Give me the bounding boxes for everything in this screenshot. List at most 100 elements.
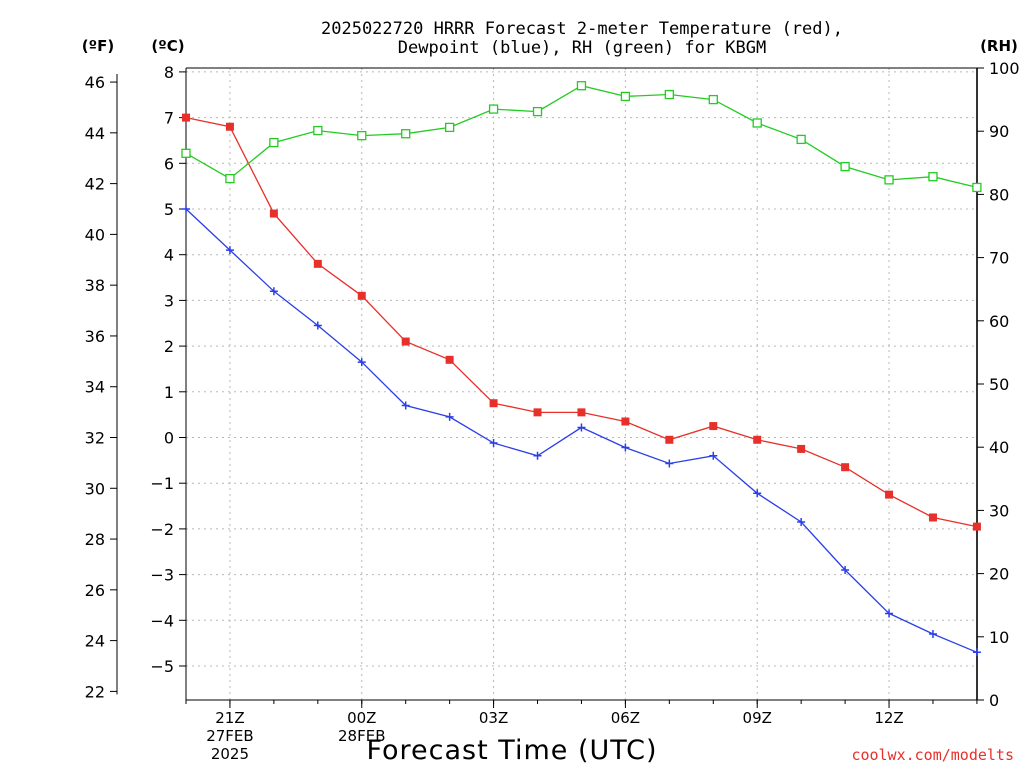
rh-tick-label: 90: [989, 122, 1009, 141]
temperature-point: [401, 337, 410, 346]
dewpoint-point: [928, 630, 937, 639]
celsius-unit-label: (ºC): [151, 37, 184, 55]
temperature-point: [533, 408, 542, 417]
fahrenheit-tick-label: 44: [85, 124, 105, 143]
rh-point: [444, 122, 455, 133]
rh-point: [884, 175, 894, 185]
fahrenheit-tick-label: 28: [85, 530, 105, 549]
rh-point: [576, 81, 587, 91]
fahrenheit-tick-label: 34: [85, 378, 105, 397]
temperature-point: [665, 435, 674, 444]
rh-point: [313, 125, 323, 136]
fahrenheit-tick-label: 26: [85, 581, 105, 600]
dewpoint-point: [401, 401, 410, 410]
rh-tick-label: 10: [989, 628, 1009, 647]
rh-tick-label: 60: [989, 312, 1009, 331]
temperature-point: [357, 291, 366, 300]
dewpoint-point: [753, 489, 762, 498]
rh-point: [488, 104, 499, 114]
rh-point: [664, 89, 674, 100]
temperature-point: [445, 355, 454, 364]
dewpoint-point: [313, 321, 322, 330]
rh-tick-label: 30: [989, 501, 1009, 520]
temperature-point: [577, 408, 586, 417]
rh-tick-label: 100: [989, 59, 1020, 78]
celsius-tick-label: 3: [164, 291, 174, 310]
credit-text: coolwx.com/modelts: [851, 746, 1014, 764]
x-axis-title: Forecast Time (UTC): [366, 735, 657, 766]
celsius-tick-label: 6: [164, 154, 174, 173]
x-tick-label: 00Z: [347, 709, 376, 727]
dewpoint-point: [621, 443, 630, 452]
rh-tick-label: 70: [989, 249, 1009, 268]
temperature-point: [972, 522, 981, 531]
temperature-point: [489, 399, 498, 408]
fahrenheit-tick-label: 46: [85, 73, 105, 92]
x-tick-label: 09Z: [743, 709, 772, 727]
dewpoint-point: [577, 423, 586, 432]
rh-tick-label: 20: [989, 565, 1009, 584]
celsius-tick-label: −1: [150, 474, 174, 493]
chart-title-line-1: 2025022720 HRRR Forecast 2-meter Tempera…: [321, 19, 843, 39]
dewpoint-point: [357, 358, 366, 367]
dewpoint-point: [972, 648, 981, 657]
temperature-point: [753, 435, 762, 444]
celsius-tick-label: 0: [164, 429, 174, 448]
rh-tick-label: 80: [989, 185, 1009, 204]
rh-tick-label: 50: [989, 375, 1009, 394]
dewpoint-point: [182, 205, 190, 213]
fahrenheit-tick-label: 30: [85, 479, 105, 498]
dewpoint-point: [489, 438, 498, 447]
fahrenheit-tick-label: 42: [85, 175, 105, 194]
grid-lines: [186, 68, 977, 700]
rh-point: [928, 172, 938, 182]
celsius-tick-label: 5: [164, 200, 174, 219]
rh-point: [269, 137, 279, 148]
rh-point: [752, 118, 762, 128]
fahrenheit-unit-label: (ºF): [82, 37, 114, 55]
rh-point: [181, 148, 191, 158]
rh-point: [972, 182, 982, 193]
rh-tick-label: 0: [989, 691, 999, 710]
rh-point: [796, 134, 806, 145]
rh-point: [401, 129, 411, 139]
dewpoint-point: [269, 287, 278, 296]
temperature-point: [269, 209, 278, 218]
celsius-tick-label: 4: [164, 246, 174, 265]
temperature-point: [885, 490, 894, 499]
rh-line: [185, 85, 978, 189]
temperature-point: [313, 259, 322, 268]
rh-point: [225, 173, 235, 184]
temperature-point: [182, 113, 190, 122]
rh-unit-label: (RH): [980, 37, 1018, 55]
rh-point: [708, 94, 718, 105]
celsius-tick-label: 2: [164, 337, 174, 356]
x-tick-label: 06Z: [611, 709, 640, 727]
dewpoint-point: [445, 412, 454, 421]
dewpoint-point: [797, 518, 806, 527]
temperature-point: [621, 417, 630, 426]
x-tick-label: 12Z: [874, 709, 903, 727]
temperature-point: [709, 422, 718, 431]
fahrenheit-tick-label: 36: [85, 327, 105, 346]
dewpoint-point: [885, 609, 894, 618]
fahrenheit-tick-label: 22: [85, 682, 105, 701]
dewpoint-point: [709, 451, 718, 460]
x-tick-label: 21Z: [215, 709, 244, 727]
dewpoint-point: [533, 451, 542, 460]
x-tick-date-label: 28FEB: [338, 727, 385, 745]
celsius-tick-label: −5: [150, 657, 174, 676]
temperature-point: [797, 444, 806, 453]
dewpoint-point: [225, 246, 234, 255]
rh-point: [840, 161, 850, 172]
x-tick-label: 03Z: [479, 709, 508, 727]
dewpoint-point: [841, 566, 850, 575]
rh-point: [532, 106, 543, 117]
rh-point: [620, 91, 631, 102]
temperature-line: [185, 116, 978, 528]
axes: 876543210−1−2−3−4−5464442403836343230282…: [85, 59, 1020, 763]
data-series: [181, 81, 982, 657]
celsius-tick-label: 1: [164, 383, 174, 402]
fahrenheit-tick-label: 32: [85, 429, 105, 448]
